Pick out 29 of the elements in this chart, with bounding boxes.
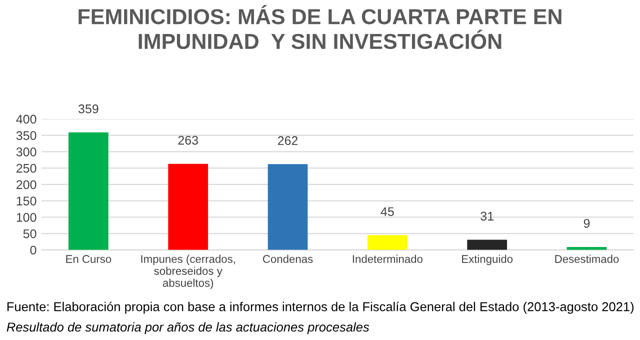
data-label: 262 <box>278 136 298 146</box>
x-tick-label: Condenas <box>263 254 313 263</box>
y-tick-label: 400 <box>16 114 36 124</box>
y-tick-label: 300 <box>16 148 36 156</box>
data-label: 359 <box>78 104 98 114</box>
y-tick-label: 200 <box>16 180 36 190</box>
y-tick-label: 250 <box>16 164 36 173</box>
x-tick-label: En Curso <box>66 255 112 263</box>
bar <box>168 164 208 250</box>
y-tick-label: 150 <box>16 196 36 206</box>
bar <box>467 240 508 250</box>
data-label: 9 <box>584 218 590 228</box>
x-tick-label: Impunes (cerrados, sobreseidos y absueltos) <box>141 254 235 290</box>
data-label: 263 <box>178 136 198 145</box>
source-note: Fuente: Elaboración propia con base a informes internos de la Fiscalía General del Estado (2013-agosto 2021) <box>7 302 634 314</box>
x-tick-label: Desestimado <box>555 254 619 263</box>
text: Resultado de sumatoria por años de las actuaciones procesales <box>6 322 370 334</box>
y-tick-label: 100 <box>16 212 36 222</box>
y-tick-label: 50 <box>23 229 36 238</box>
x-tick-label: Indeterminado <box>352 254 422 263</box>
y-tick-label: 0 <box>30 246 36 255</box>
data-label: 45 <box>380 207 394 216</box>
bar <box>268 164 308 250</box>
chart-title: FEMINICIDIOS: MÁS DE LA CUARTA PARTE EN IMPUNIDAD Y SIN INVESTIGACIÓN <box>78 5 562 50</box>
y-tick-label: 350 <box>16 131 36 140</box>
bar <box>368 235 408 250</box>
x-tick-label: Extinguido <box>462 254 513 266</box>
data-label: 31 <box>480 212 494 221</box>
bar <box>68 132 108 250</box>
